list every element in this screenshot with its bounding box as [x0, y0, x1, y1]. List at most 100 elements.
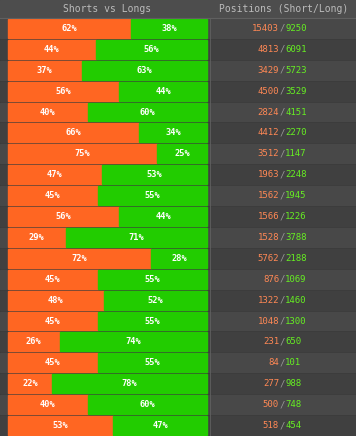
Text: /: /	[279, 66, 285, 75]
Bar	[120, 82, 207, 101]
Text: 1300: 1300	[285, 317, 307, 326]
Text: /: /	[279, 87, 285, 95]
Text: 988: 988	[285, 379, 301, 388]
Bar	[0, 165, 356, 184]
Text: 78%: 78%	[121, 379, 137, 388]
Text: 4412: 4412	[257, 129, 279, 137]
Text: 22%: 22%	[22, 379, 38, 388]
Bar	[8, 333, 60, 351]
Bar	[101, 165, 207, 184]
Bar	[8, 207, 120, 226]
Bar	[8, 395, 88, 414]
Bar	[8, 228, 66, 247]
Text: 53%: 53%	[53, 421, 69, 430]
Bar	[88, 102, 207, 122]
Text: 2270: 2270	[285, 129, 307, 137]
Bar	[114, 416, 207, 435]
Text: 60%: 60%	[140, 108, 155, 116]
Text: 55%: 55%	[145, 275, 160, 284]
Text: 63%: 63%	[136, 66, 152, 75]
Text: 55%: 55%	[145, 358, 160, 368]
Text: 53%: 53%	[146, 170, 162, 179]
Text: 876: 876	[263, 275, 279, 284]
Bar	[0, 82, 356, 101]
Text: /: /	[279, 24, 285, 33]
Bar	[0, 291, 356, 310]
Bar	[8, 354, 98, 372]
Text: 74%: 74%	[126, 337, 141, 347]
Text: 55%: 55%	[145, 317, 160, 326]
Text: /: /	[279, 191, 285, 200]
Bar	[52, 374, 207, 393]
Text: 45%: 45%	[45, 317, 61, 326]
Text: Positions (Short/Long): Positions (Short/Long)	[219, 4, 348, 14]
Text: 26%: 26%	[26, 337, 42, 347]
Text: 650: 650	[285, 337, 301, 347]
Text: /: /	[279, 296, 285, 305]
Bar	[66, 228, 207, 247]
Text: 748: 748	[285, 400, 301, 409]
Bar	[8, 270, 98, 289]
Text: 9250: 9250	[285, 24, 307, 33]
Text: 66%: 66%	[66, 129, 82, 137]
Text: 28%: 28%	[171, 254, 187, 263]
Text: 1566: 1566	[257, 212, 279, 221]
Text: 45%: 45%	[45, 358, 61, 368]
Bar	[139, 123, 207, 143]
Text: /: /	[279, 254, 285, 263]
Text: 1069: 1069	[285, 275, 307, 284]
Text: /: /	[279, 400, 285, 409]
Bar	[0, 61, 356, 80]
Text: 500: 500	[263, 400, 279, 409]
Bar	[88, 395, 207, 414]
Text: 47%: 47%	[152, 421, 168, 430]
Text: 1460: 1460	[285, 296, 307, 305]
Bar	[0, 333, 356, 351]
Text: /: /	[279, 317, 285, 326]
Text: 4813: 4813	[257, 45, 279, 54]
Bar	[0, 354, 356, 372]
Bar	[98, 354, 207, 372]
Bar	[104, 291, 207, 310]
Text: 25%: 25%	[174, 150, 190, 158]
Bar	[8, 40, 95, 59]
Text: 40%: 40%	[40, 108, 56, 116]
Text: 84: 84	[268, 358, 279, 368]
Bar	[0, 186, 356, 205]
Text: /: /	[279, 150, 285, 158]
Text: /: /	[279, 129, 285, 137]
Bar	[8, 19, 131, 38]
Text: 518: 518	[263, 421, 279, 430]
Text: 62%: 62%	[62, 24, 78, 33]
Text: /: /	[279, 170, 285, 179]
Text: 56%: 56%	[56, 87, 72, 95]
Bar	[0, 102, 356, 122]
Text: /: /	[279, 45, 285, 54]
Bar	[0, 395, 356, 414]
Text: 5723: 5723	[285, 66, 307, 75]
Text: 3512: 3512	[257, 150, 279, 158]
Bar	[0, 416, 356, 435]
Text: 29%: 29%	[29, 233, 45, 242]
Text: 75%: 75%	[75, 150, 90, 158]
Text: 52%: 52%	[147, 296, 163, 305]
Bar	[0, 19, 356, 38]
Bar	[0, 123, 356, 143]
Text: 1945: 1945	[285, 191, 307, 200]
Bar	[98, 186, 207, 205]
Text: 71%: 71%	[129, 233, 144, 242]
Text: 1963: 1963	[257, 170, 279, 179]
Bar	[8, 123, 139, 143]
Text: 1226: 1226	[285, 212, 307, 221]
Text: 4151: 4151	[285, 108, 307, 116]
Bar	[0, 144, 356, 164]
Text: 44%: 44%	[44, 45, 60, 54]
Bar	[82, 61, 207, 80]
Bar	[0, 40, 356, 59]
Text: /: /	[279, 108, 285, 116]
Text: 72%: 72%	[72, 254, 88, 263]
Bar	[0, 207, 356, 226]
Text: 1528: 1528	[257, 233, 279, 242]
Text: 47%: 47%	[47, 170, 63, 179]
Text: 38%: 38%	[161, 24, 177, 33]
